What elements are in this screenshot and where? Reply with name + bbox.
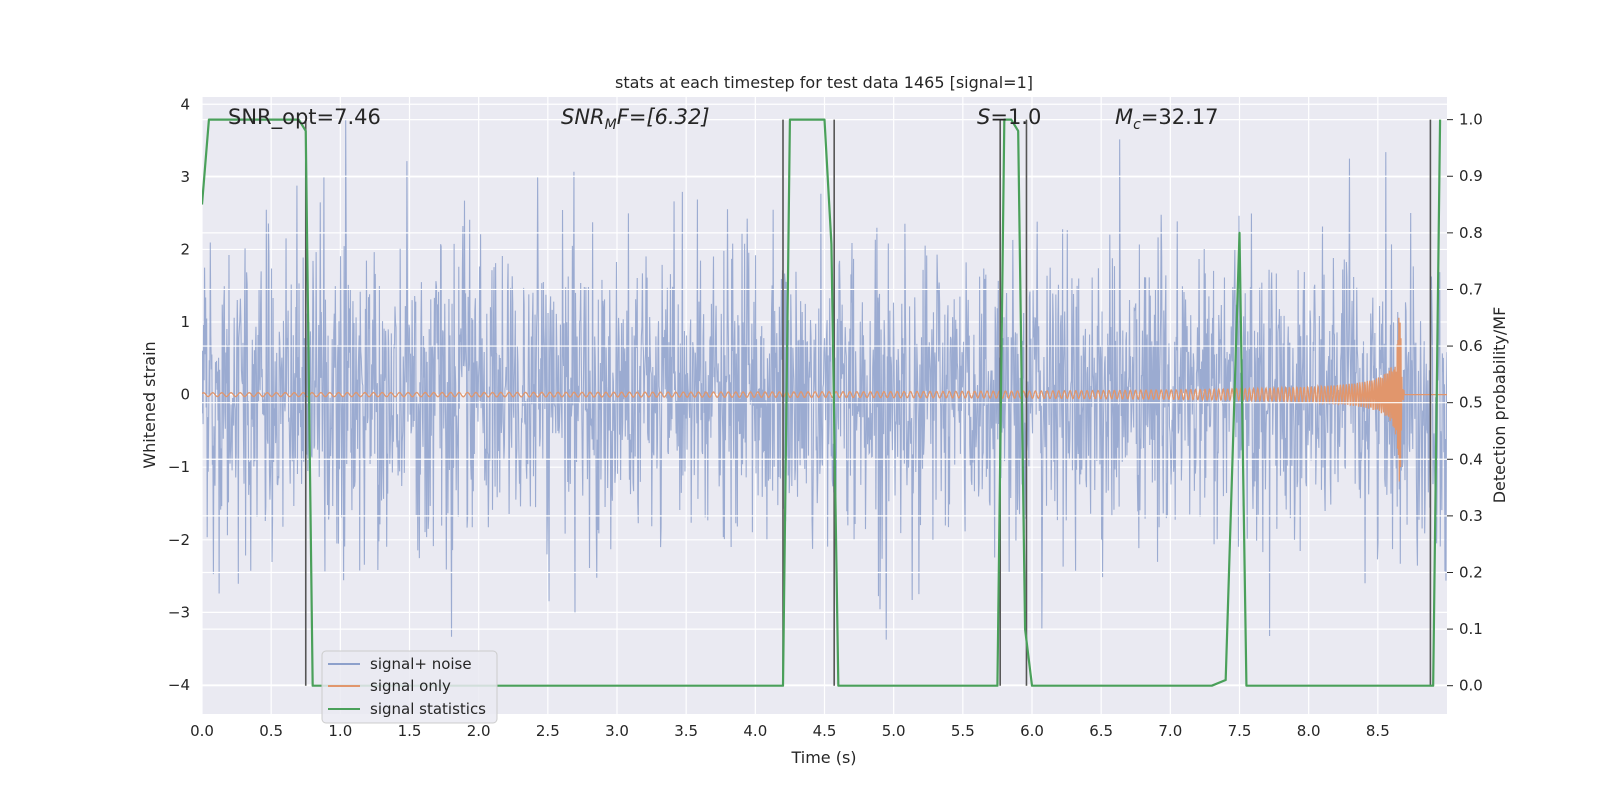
x-tick-label: 8.5 <box>1366 722 1390 740</box>
series-signal-noise-line <box>202 118 1447 640</box>
x-tick-label: 1.5 <box>398 722 422 740</box>
y-tick-label-left: 0 <box>180 386 190 404</box>
y-tick-label-left: 3 <box>180 168 190 186</box>
y-axis-label-left: Whitened strain <box>140 341 159 468</box>
y-tick-label-right: 0.5 <box>1459 394 1483 412</box>
y-tick-label-right: 1.0 <box>1459 111 1483 129</box>
y-tick-label-left: −3 <box>168 603 190 621</box>
annotation-s-value: =1.0 <box>990 105 1041 129</box>
y-tick-label-right: 0.0 <box>1459 677 1483 695</box>
y-tick-label-right: 0.6 <box>1459 337 1483 355</box>
chart-title: stats at each timestep for test data 146… <box>615 73 1033 92</box>
y-tick-label-right: 0.4 <box>1459 450 1483 468</box>
x-tick-label: 0.5 <box>259 722 283 740</box>
annotation-mc-subscript: c <box>1133 117 1141 133</box>
y-tick-label-left: 4 <box>180 95 190 113</box>
x-tick-label: 7.0 <box>1158 722 1182 740</box>
y-tick-label-left: −1 <box>168 458 190 476</box>
y-tick-label-left: −4 <box>168 676 190 694</box>
y-tick-label-right: 0.3 <box>1459 507 1483 525</box>
annotation-mc-symbol: M <box>1115 105 1133 129</box>
legend-label-signal-statistics: signal statistics <box>370 700 486 718</box>
annotation-s: S=1.0 <box>977 105 1041 129</box>
y-tick-label-left: 1 <box>180 313 190 331</box>
x-tick-label: 1.0 <box>328 722 352 740</box>
data-layer <box>202 118 1447 687</box>
y-axis-label-right: Detection probability/MF <box>1490 307 1509 504</box>
y-tick-label-right: 0.8 <box>1459 224 1483 242</box>
annotation-mc: Mc=32.17 <box>1115 105 1219 133</box>
series-signal-only-line <box>202 317 1447 482</box>
legend: signal+ noise signal only signal statist… <box>321 650 498 724</box>
annotation-snr-mf-value: F=[6.32] <box>617 105 710 129</box>
y-tick-label-right: 0.7 <box>1459 280 1483 298</box>
y-tick-label-right: 0.2 <box>1459 563 1483 581</box>
legend-label-signal-noise: signal+ noise <box>370 655 472 673</box>
x-tick-label: 5.5 <box>951 722 975 740</box>
series-signal-statistics-line <box>202 118 1442 687</box>
y-tick-label-left: −2 <box>168 531 190 549</box>
legend-label-signal-only: signal only <box>370 677 451 695</box>
annotation-snr-opt: SNR_opt=7.46 <box>228 105 381 130</box>
x-tick-label: 2.5 <box>536 722 560 740</box>
x-tick-label: 7.5 <box>1228 722 1252 740</box>
annotation-snr-mf: SNRMF=[6.32] <box>561 105 710 133</box>
x-tick-label: 4.5 <box>813 722 837 740</box>
y-tick-label-right: 0.1 <box>1459 620 1483 638</box>
x-tick-label: 6.5 <box>1089 722 1113 740</box>
x-tick-label: 8.0 <box>1297 722 1321 740</box>
x-tick-label: 6.0 <box>1020 722 1044 740</box>
ticks: 0.0 0.5 1.0 1.5 2.0 2.5 3.0 3.5 4.0 4.5 5.0 5.5 6.0 6… <box>168 95 1483 740</box>
x-axis-label: Time (s) <box>790 748 856 767</box>
x-tick-label: 3.0 <box>605 722 629 740</box>
annotation-snr-mf-subscript: M <box>605 117 617 133</box>
annotation-s-symbol: S <box>977 105 990 129</box>
annotation-snr-mf-symbol: SNR <box>561 105 605 129</box>
x-tick-label: 5.0 <box>882 722 906 740</box>
annotation-mc-value: =32.17 <box>1141 105 1219 129</box>
x-tick-label: 2.0 <box>467 722 491 740</box>
x-tick-label: 3.5 <box>674 722 698 740</box>
x-tick-label: 0.0 <box>190 722 214 740</box>
y-tick-label-right: 0.9 <box>1459 167 1483 185</box>
legend-box <box>321 650 498 724</box>
y-tick-label-left: 2 <box>180 240 190 258</box>
x-tick-label: 4.0 <box>743 722 767 740</box>
